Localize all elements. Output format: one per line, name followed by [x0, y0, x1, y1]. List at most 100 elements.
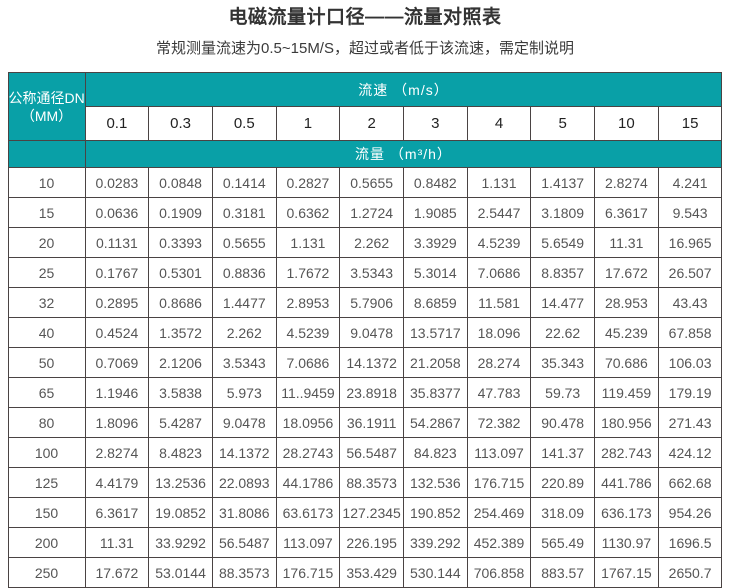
- flow-value-cell: 18.096: [466, 317, 532, 348]
- flow-value-cell: 113.097: [275, 527, 341, 558]
- flow-value-cell: 132.536: [402, 467, 468, 498]
- dn-cell: 40: [7, 317, 86, 348]
- dn-cell: 50: [7, 347, 86, 378]
- flow-value-cell: 33.9292: [148, 527, 213, 558]
- table-row: 50 0.7069 2.1206 3.5343 7.0686 14.1372 21.2058…: [7, 347, 723, 378]
- flow-value-cell: 14.477: [530, 287, 596, 318]
- dn-cell: 200: [7, 527, 86, 558]
- flow-value-cell: 220.89: [530, 467, 596, 498]
- flow-value-cell: 2.8274: [594, 167, 659, 198]
- dn-cell: 100: [7, 437, 86, 468]
- flow-value-cell: 179.19: [657, 377, 723, 408]
- flow-value-cell: 339.292: [402, 527, 468, 558]
- flow-value-cell: 2650.7: [657, 557, 723, 588]
- flow-value-cell: 0.5655: [211, 227, 277, 258]
- flow-value-cell: 8.6859: [402, 287, 468, 318]
- flow-value-cell: 176.715: [275, 557, 341, 588]
- flow-value-cell: 3.5343: [211, 347, 277, 378]
- flow-value-cell: 1130.97: [594, 527, 659, 558]
- table-row: 200 11.31 33.9292 56.5487 113.097 226.195 339.…: [7, 527, 723, 558]
- table-row: 40 0.4524 1.3572 2.262 4.5239 9.0478 13.5717 18…: [7, 317, 723, 348]
- flow-value-cell: 3.1809: [530, 197, 596, 228]
- flow-value-cell: 2.262: [211, 317, 277, 348]
- table-row: 65 1.1946 3.5838 5.973 11..9459 23.8918 35.837…: [7, 377, 723, 408]
- flow-value-cell: 0.3181: [211, 197, 277, 228]
- flow-value-cell: 84.823: [402, 437, 468, 468]
- flow-value-cell: 44.1786: [275, 467, 341, 498]
- velocity-value-cell: 10: [594, 106, 659, 141]
- flow-value-cell: 53.0144: [148, 557, 213, 588]
- flow-value-cell: 441.786: [594, 467, 659, 498]
- flow-value-cell: 0.6362: [275, 197, 341, 228]
- flow-value-cell: 0.8836: [211, 257, 277, 288]
- flow-value-cell: 18.0956: [275, 407, 341, 438]
- flow-value-cell: 1.131: [466, 167, 532, 198]
- flow-value-cell: 0.1909: [148, 197, 213, 228]
- flow-value-cell: 67.858: [657, 317, 723, 348]
- flow-value-cell: 28.953: [594, 287, 659, 318]
- flow-value-cell: 28.2743: [275, 437, 341, 468]
- flow-value-cell: 59.73: [530, 377, 596, 408]
- flow-value-cell: 1.4137: [530, 167, 596, 198]
- flow-value-cell: 4.4179: [84, 467, 150, 498]
- flow-value-cell: 0.5301: [148, 257, 213, 288]
- dn-cell: 125: [7, 467, 86, 498]
- flow-value-cell: 226.195: [339, 527, 404, 558]
- flow-value-cell: 63.6173: [275, 497, 341, 528]
- group-header-row: 公称通径DN （MM） 流速 （m/s）: [7, 72, 723, 141]
- dn-cell: 10: [7, 167, 86, 198]
- flow-value-cell: 14.1372: [211, 437, 277, 468]
- flow-value-cell: 54.2867: [402, 407, 468, 438]
- flow-value-cell: 16.965: [657, 227, 723, 258]
- table-row: 250 17.672 53.0144 88.3573 176.715 353.429 530…: [7, 557, 723, 588]
- dn-cell: 65: [7, 377, 86, 408]
- flow-value-cell: 3.5343: [339, 257, 404, 288]
- flow-value-cell: 282.743: [594, 437, 659, 468]
- table-row: 32 0.2895 0.8686 1.4477 2.8953 5.7906 8.6859 11…: [7, 287, 723, 318]
- flow-value-cell: 565.49: [530, 527, 596, 558]
- flow-value-cell: 2.5447: [466, 197, 532, 228]
- flow-value-cell: 11.31: [594, 227, 659, 258]
- dn-cell: 250: [7, 557, 86, 588]
- flow-value-cell: 5.6549: [530, 227, 596, 258]
- flow-value-cell: 190.852: [402, 497, 468, 528]
- flow-value-cell: 1.7672: [275, 257, 341, 288]
- flow-value-cell: 0.0848: [148, 167, 213, 198]
- flow-value-cell: 11.581: [466, 287, 532, 318]
- flow-value-cell: 1.2724: [339, 197, 404, 228]
- flow-value-cell: 0.0283: [84, 167, 150, 198]
- flow-value-cell: 11.31: [84, 527, 150, 558]
- flow-value-cell: 36.1911: [339, 407, 404, 438]
- flow-value-cell: 318.09: [530, 497, 596, 528]
- flow-value-cell: 31.8086: [211, 497, 277, 528]
- flow-comparison-table: 公称通径DN （MM） 流速 （m/s） 0.1 0.3 0.5 1 2 3 4 5 10 15 …: [7, 72, 723, 588]
- flow-value-cell: 2.8274: [84, 437, 150, 468]
- flow-value-cell: 9.0478: [211, 407, 277, 438]
- flow-value-cell: 662.68: [657, 467, 723, 498]
- velocity-value-cell: 0.3: [148, 106, 213, 141]
- table-row: 15 0.0636 0.1909 0.3181 0.6362 1.2724 1.9085 2.…: [7, 197, 723, 228]
- flow-value-cell: 17.672: [594, 257, 659, 288]
- flow-value-cell: 1.1946: [84, 377, 150, 408]
- flow-value-cell: 3.5838: [148, 377, 213, 408]
- flow-value-cell: 0.3393: [148, 227, 213, 258]
- flow-value-cell: 8.8357: [530, 257, 596, 288]
- velocity-group-header: 流速 （m/s）: [84, 72, 723, 107]
- flow-value-cell: 3.3929: [402, 227, 468, 258]
- dn-cell: 20: [7, 227, 86, 258]
- table-row: 100 2.8274 8.4823 14.1372 28.2743 56.5487 84.8…: [7, 437, 723, 468]
- flow-value-cell: 180.956: [594, 407, 659, 438]
- flow-value-cell: 6.3617: [594, 197, 659, 228]
- flow-value-cell: 452.389: [466, 527, 532, 558]
- flow-value-cell: 14.1372: [339, 347, 404, 378]
- table-row: 80 1.8096 5.4287 9.0478 18.0956 36.1911 54.286…: [7, 407, 723, 438]
- diameter-corner-header: 公称通径DN （MM）: [7, 72, 86, 141]
- table-row: 10 0.0283 0.0848 0.1414 0.2827 0.5655 0.8482 1.…: [7, 167, 723, 198]
- flow-value-cell: 5.3014: [402, 257, 468, 288]
- flow-value-cell: 4.5239: [275, 317, 341, 348]
- dn-cell: 80: [7, 407, 86, 438]
- flow-value-cell: 0.1414: [211, 167, 277, 198]
- flow-value-cell: 1.131: [275, 227, 341, 258]
- flow-value-cell: 1.8096: [84, 407, 150, 438]
- flow-value-cell: 2.8953: [275, 287, 341, 318]
